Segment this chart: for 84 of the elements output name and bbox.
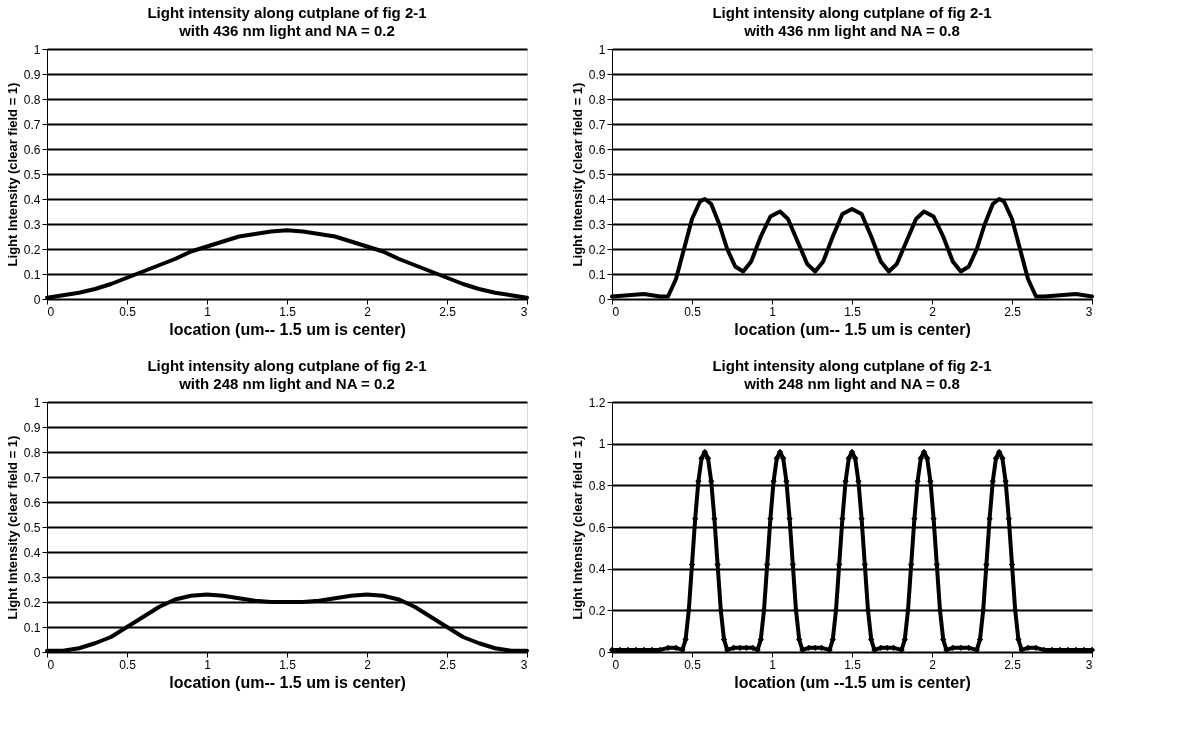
- y-axis-title: Light Intensity (clear field = 1): [4, 82, 20, 267]
- x-tick-label: 2.5: [1004, 657, 1022, 672]
- x-tick-label: 3: [1085, 657, 1093, 672]
- y-tick-label: 0.8: [23, 445, 41, 460]
- y-tick-label: 1: [598, 437, 606, 452]
- y-tick-label: 0.8: [588, 92, 606, 107]
- x-tick-label: 2: [929, 657, 937, 672]
- chart-title: Light intensity along cutplane of fig 2-1: [712, 4, 992, 21]
- y-tick-label: 0.5: [23, 167, 41, 182]
- y-tick-label: 0.2: [23, 595, 41, 610]
- x-tick-label: 2: [364, 657, 372, 672]
- chart-subtitle: with 436 nm light and NA = 0.8: [743, 22, 960, 39]
- y-tick-label: 0.4: [588, 192, 606, 207]
- x-tick-label: 1.5: [279, 657, 297, 672]
- x-tick-label: 2.5: [439, 304, 457, 319]
- chart-subtitle: with 436 nm light and NA = 0.2: [178, 22, 395, 39]
- chart-title: Light intensity along cutplane of fig 2-1: [712, 357, 992, 374]
- y-tick-label: 0.3: [23, 217, 41, 232]
- y-tick-label: 0.7: [23, 470, 41, 485]
- x-axis-title: location (um-- 1.5 um is center): [169, 673, 406, 691]
- x-tick-label: 0.5: [684, 304, 702, 319]
- y-tick-label: 0: [33, 292, 41, 307]
- x-tick-label: 2: [364, 304, 372, 319]
- x-tick-label: 3: [1085, 304, 1093, 319]
- x-tick-label: 1: [769, 657, 777, 672]
- y-tick-label: 0.2: [23, 242, 41, 257]
- y-axis-title: Light Intensity (clear field = 1): [569, 435, 585, 620]
- x-tick-label: 1.5: [279, 304, 297, 319]
- x-tick-label: 0: [612, 657, 620, 672]
- x-axis-title: location (um-- 1.5 um is center): [734, 320, 971, 338]
- chart-subtitle: with 248 nm light and NA = 0.2: [178, 375, 395, 392]
- x-axis-title: location (um-- 1.5 um is center): [169, 320, 406, 338]
- chart-title: Light intensity along cutplane of fig 2-1: [147, 4, 427, 21]
- y-tick-label: 0: [598, 645, 606, 660]
- y-tick-label: 1: [598, 42, 606, 57]
- y-tick-label: 1.2: [588, 395, 606, 410]
- y-tick-label: 0.9: [23, 420, 41, 435]
- chart-subtitle: with 248 nm light and NA = 0.8: [743, 375, 960, 392]
- y-tick-label: 0.8: [23, 92, 41, 107]
- y-tick-label: 1: [33, 42, 41, 57]
- x-tick-label: 1: [769, 304, 777, 319]
- y-tick-label: 0.7: [588, 117, 606, 132]
- x-tick-label: 0: [47, 657, 55, 672]
- y-tick-label: 0.3: [23, 570, 41, 585]
- y-tick-label: 0.2: [588, 242, 606, 257]
- y-tick-label: 0.3: [588, 217, 606, 232]
- x-tick-label: 2.5: [1004, 304, 1022, 319]
- y-tick-label: 0.2: [588, 603, 606, 618]
- x-tick-label: 0.5: [684, 657, 702, 672]
- y-tick-label: 0.5: [588, 167, 606, 182]
- y-tick-label: 0.5: [23, 520, 41, 535]
- y-tick-label: 0.4: [23, 192, 41, 207]
- y-tick-label: 0.8: [588, 478, 606, 493]
- x-tick-label: 3: [520, 657, 528, 672]
- x-tick-label: 1.5: [844, 304, 862, 319]
- y-tick-label: 0.6: [23, 495, 41, 510]
- x-tick-label: 0: [612, 304, 620, 319]
- x-tick-label: 1: [204, 657, 212, 672]
- x-tick-label: 1.5: [844, 657, 862, 672]
- y-tick-label: 0: [33, 645, 41, 660]
- y-tick-label: 0.6: [588, 520, 606, 535]
- y-tick-label: 0.1: [23, 620, 41, 635]
- y-tick-label: 0.9: [23, 67, 41, 82]
- y-tick-label: 0.9: [588, 67, 606, 82]
- x-tick-label: 1: [204, 304, 212, 319]
- y-tick-label: 0.6: [23, 142, 41, 157]
- x-tick-label: 3: [520, 304, 528, 319]
- y-tick-label: 0: [598, 292, 606, 307]
- chart-title: Light intensity along cutplane of fig 2-1: [147, 357, 427, 374]
- y-tick-label: 0.1: [588, 267, 606, 282]
- y-tick-label: 0.4: [23, 545, 41, 560]
- y-tick-label: 0.7: [23, 117, 41, 132]
- y-axis-title: Light Intensity (clear field = 1): [4, 435, 20, 620]
- x-tick-label: 0.5: [119, 657, 137, 672]
- x-axis-title: location (um --1.5 um is center): [734, 673, 971, 691]
- y-axis-title: Light Intensity (clear field = 1): [569, 82, 585, 267]
- y-tick-label: 0.6: [588, 142, 606, 157]
- x-tick-label: 0: [47, 304, 55, 319]
- x-tick-label: 2: [929, 304, 937, 319]
- y-tick-label: 0.1: [23, 267, 41, 282]
- y-tick-label: 1: [33, 395, 41, 410]
- y-tick-label: 0.4: [588, 562, 606, 577]
- x-tick-label: 0.5: [119, 304, 137, 319]
- x-tick-label: 2.5: [439, 657, 457, 672]
